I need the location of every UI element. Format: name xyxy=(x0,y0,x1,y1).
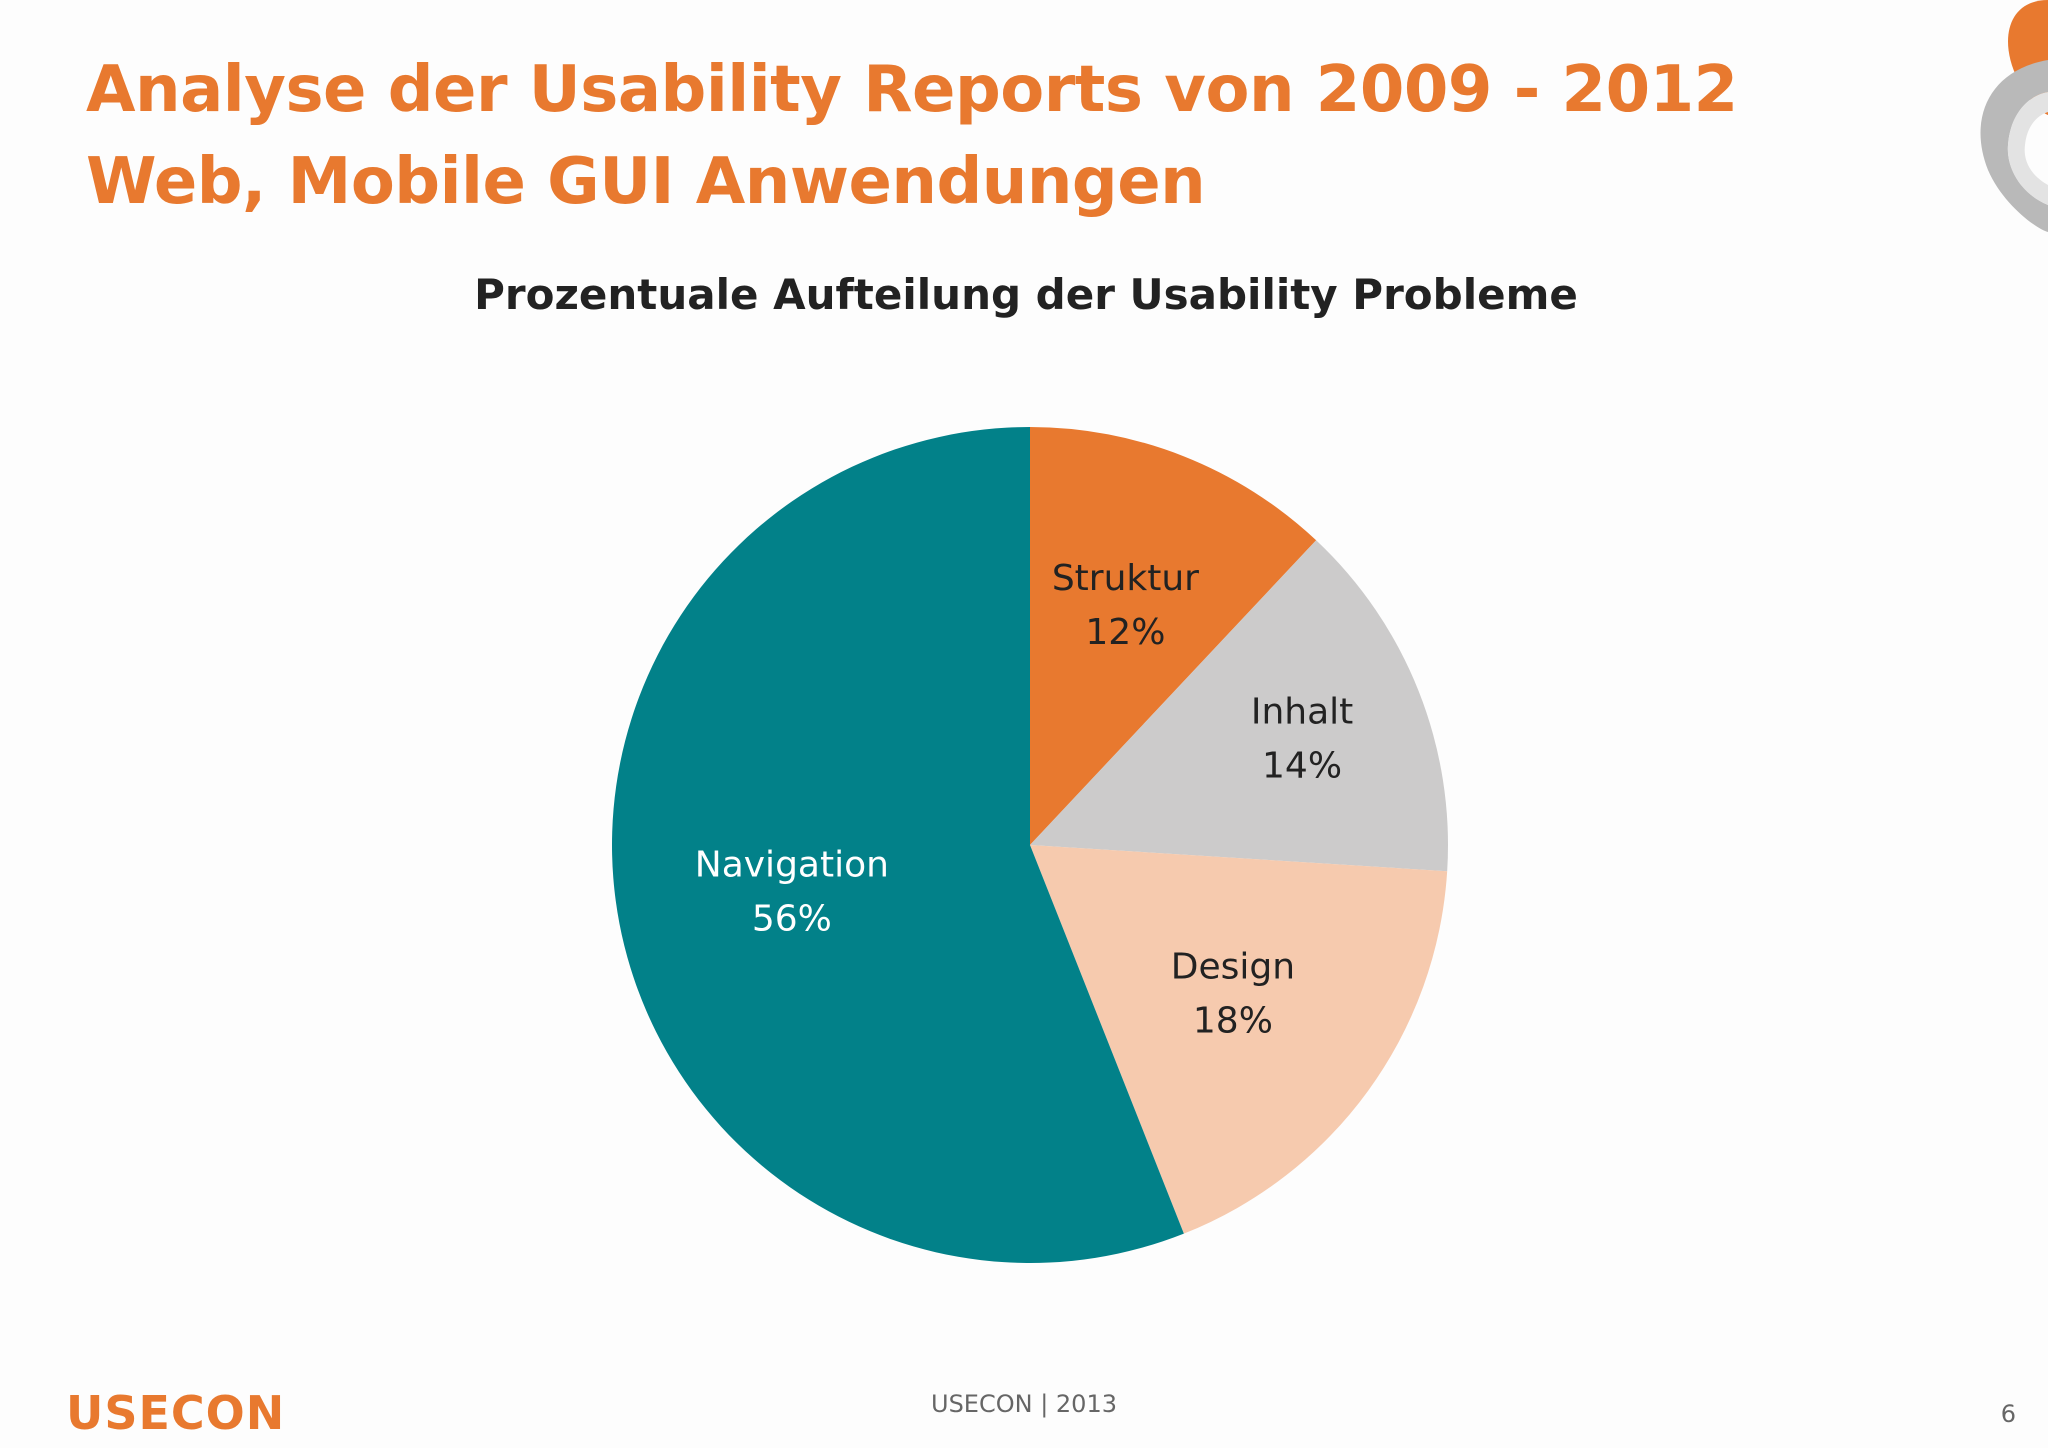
chart-title: Prozentuale Aufteilung der Usability Pro… xyxy=(0,270,2048,319)
pie-value-inhalt: 14% xyxy=(1262,745,1342,786)
pie-slice-inhalt xyxy=(1030,540,1448,872)
footer-text: USECON | 2013 xyxy=(931,1390,1117,1418)
ring-logo-decoration xyxy=(1980,0,2048,232)
pie-value-design: 18% xyxy=(1193,1000,1273,1041)
pie-slice-design xyxy=(1030,845,1448,1234)
pie-label-design: Design xyxy=(1171,946,1295,987)
pie-value-navigation: 56% xyxy=(752,898,832,939)
slide-title-line-2: Web, Mobile GUI Anwendungen xyxy=(86,145,1206,219)
slide-title-line-1: Analyse der Usability Reports von 2009 -… xyxy=(86,53,1738,127)
pie-slice-navigation xyxy=(612,427,1184,1263)
pie-label-navigation: Navigation xyxy=(695,844,889,885)
pie-slice-struktur xyxy=(1030,427,1317,845)
pie-label-inhalt: Inhalt xyxy=(1251,691,1353,732)
page-number: 6 xyxy=(2000,1400,2016,1428)
pie-label-struktur: Struktur xyxy=(1052,558,1199,599)
pie-value-struktur: 12% xyxy=(1085,612,1165,653)
usecon-logo: USECON xyxy=(66,1386,286,1440)
chart-title-text: Prozentuale Aufteilung der Usability Pro… xyxy=(474,270,1578,319)
slide-title: Analyse der Usability Reports von 2009 -… xyxy=(86,44,1738,228)
